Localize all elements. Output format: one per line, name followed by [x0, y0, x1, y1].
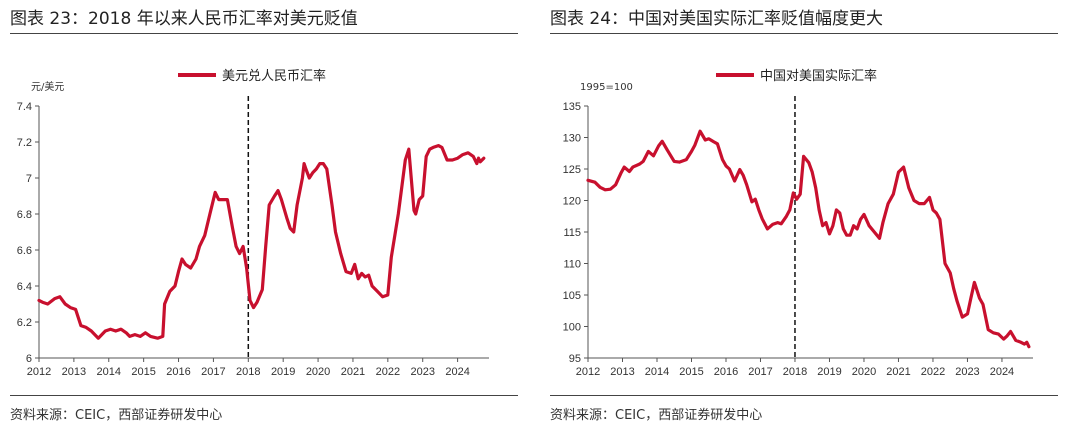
x-tick-label: 2012 [576, 366, 600, 378]
legend-label: 美元兑人民币汇率 [222, 68, 326, 84]
x-tick-label: 2019 [271, 366, 295, 378]
y-tick-label: 110 [563, 259, 581, 271]
x-tick-label: 2020 [306, 366, 330, 378]
x-tick-label: 2022 [921, 366, 945, 378]
figure-panel-right: 图表 24：中国对美国实际汇率贬值幅度更大 中国对美国实际汇率 1995=100 9… [540, 0, 1080, 427]
x-tick-label: 2012 [27, 366, 51, 378]
legend: 美元兑人民币汇率 [178, 68, 326, 84]
y-tick-label: 105 [563, 290, 581, 302]
x-tick-label: 2022 [376, 366, 400, 378]
y-tick-label: 7 [26, 173, 32, 185]
y-tick-label: 7.4 [17, 101, 32, 113]
y-tick-label: 115 [563, 227, 581, 239]
source-rule [550, 395, 1058, 396]
series-line [586, 129, 1031, 349]
x-tick-label: 2021 [886, 366, 910, 378]
unit-label: 元/美元 [31, 80, 64, 93]
y-tick-label: 6.2 [17, 317, 32, 329]
legend: 中国对美国实际汇率 [716, 68, 877, 84]
x-tick-label: 2014 [645, 366, 669, 378]
x-tick-label: 2014 [97, 366, 121, 378]
x-tick-label: 2017 [201, 366, 225, 378]
real-exchange-rate-chart: 中国对美国实际汇率 1995=100 95 100 105 110 115 120 125 130… [563, 68, 1033, 378]
x-tick-label: 2013 [62, 366, 86, 378]
source-note: 资料来源：CEIC，西部证券研发中心 [10, 408, 223, 423]
title-rule [550, 33, 1058, 34]
x-tick-label: 2023 [410, 366, 434, 378]
x-tick-label: 2018 [783, 366, 807, 378]
y-tick-label: 6.8 [17, 209, 32, 221]
y-tick-label: 6.4 [17, 281, 32, 293]
source-note: 资料来源：CEIC，西部证券研发中心 [550, 408, 763, 423]
y-tick-label: 6 [26, 353, 32, 365]
figure-title: 图表 23：2018 年以来人民币汇率对美元贬值 [10, 9, 358, 29]
y-tick-label: 130 [563, 133, 581, 145]
figure-title: 图表 24：中国对美国实际汇率贬值幅度更大 [550, 9, 884, 29]
x-tick-label: 2015 [679, 366, 703, 378]
y-tick-label: 6.6 [17, 245, 32, 257]
x-tick-label: 2020 [852, 366, 876, 378]
y-tick-label: 100 [563, 322, 581, 334]
source-rule [10, 395, 518, 396]
x-tick-label: 2013 [610, 366, 634, 378]
x-tick-label: 2015 [131, 366, 155, 378]
unit-label: 1995=100 [580, 82, 633, 93]
y-tick-label: 135 [563, 101, 581, 113]
y-tick-label: 7.2 [17, 137, 32, 149]
x-tick-label: 2024 [445, 366, 469, 378]
x-tick-label: 2018 [236, 366, 260, 378]
x-tick-label: 2016 [166, 366, 190, 378]
x-tick-label: 2021 [341, 366, 365, 378]
title-rule [10, 33, 518, 34]
y-tick-label: 125 [563, 164, 581, 176]
x-tick-label: 2024 [990, 366, 1014, 378]
x-tick-label: 2016 [714, 366, 738, 378]
x-tick-label: 2017 [748, 366, 772, 378]
x-tick-label: 2019 [817, 366, 841, 378]
y-tick-label: 120 [563, 196, 581, 208]
figure-panel-left: 图表 23：2018 年以来人民币汇率对美元贬值 美元兑人民币汇率元/美元 6 6.… [10, 9, 518, 423]
legend-label: 中国对美国实际汇率 [760, 68, 877, 84]
x-tick-label: 2023 [955, 366, 979, 378]
y-tick-label: 95 [569, 353, 581, 365]
series-line [37, 144, 486, 340]
